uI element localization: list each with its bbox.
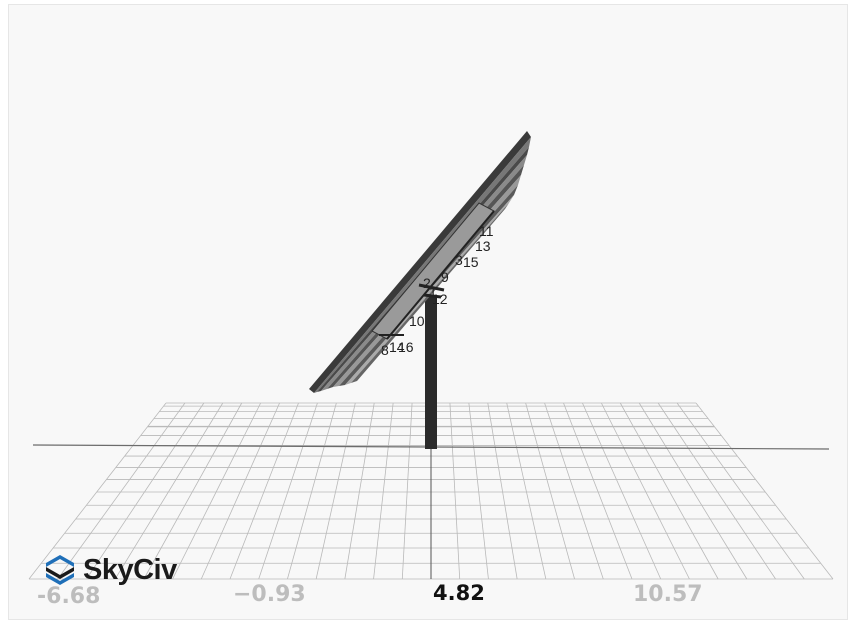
grid-line bbox=[373, 402, 394, 580]
skyciv-logo: SkyCiv bbox=[43, 553, 177, 587]
grid-line bbox=[506, 402, 547, 580]
grid-line bbox=[582, 402, 662, 580]
grid-line bbox=[258, 402, 318, 580]
grid-line bbox=[600, 402, 690, 580]
axis-tick-label-active: 4.82 bbox=[433, 581, 485, 605]
3d-model-viewport[interactable]: 11 13 3 15 9 2 1 12 10 8 14 16 -6.68 −0.… bbox=[8, 4, 848, 620]
node-label: 1 bbox=[429, 284, 437, 300]
model-scene[interactable]: 11 13 3 15 9 2 1 12 10 8 14 16 -6.68 −0.… bbox=[9, 5, 849, 621]
grid-line bbox=[114, 402, 224, 580]
grid-line bbox=[28, 402, 167, 580]
node-label: 10 bbox=[409, 313, 425, 329]
axis-tick-label: -6.68 bbox=[37, 584, 100, 609]
axis-tick-label: 10.57 bbox=[633, 582, 703, 607]
node-label: 13 bbox=[475, 238, 491, 254]
support-post[interactable] bbox=[425, 295, 437, 449]
grid-line bbox=[57, 402, 186, 580]
grid-line bbox=[315, 402, 356, 580]
node-label: 8 bbox=[381, 342, 389, 358]
grid-line bbox=[638, 402, 748, 580]
grid-line bbox=[676, 402, 805, 580]
grid-line bbox=[344, 402, 375, 580]
grid-line bbox=[657, 402, 776, 580]
solar-panel-array[interactable] bbox=[309, 131, 531, 393]
logo-text: SkyCiv bbox=[83, 553, 177, 586]
grid-line bbox=[468, 402, 489, 580]
grid-line bbox=[143, 402, 243, 580]
node-label: 3 bbox=[455, 252, 463, 268]
node-label: 14 bbox=[389, 339, 405, 355]
grid-line bbox=[544, 402, 604, 580]
node-label: 2 bbox=[423, 275, 431, 291]
grid-line bbox=[695, 402, 834, 580]
grid-line bbox=[487, 402, 518, 580]
node-label: 16 bbox=[398, 339, 414, 355]
grid-line bbox=[449, 402, 461, 580]
node-label: 12 bbox=[432, 291, 448, 307]
grid-line bbox=[172, 402, 262, 580]
grid-line bbox=[86, 402, 205, 580]
grid-line bbox=[525, 402, 575, 580]
skyciv-logo-icon bbox=[46, 555, 74, 585]
axis-tick-labels: -6.68 −0.93 4.82 10.57 bbox=[37, 581, 703, 609]
grid-line bbox=[200, 402, 280, 580]
grid-line bbox=[619, 402, 719, 580]
grid-line bbox=[287, 402, 337, 580]
node-label: 11 bbox=[479, 223, 494, 239]
grid-line bbox=[401, 402, 413, 580]
mounting-brackets[interactable] bbox=[371, 202, 495, 340]
axis-tick-label: −0.93 bbox=[233, 582, 306, 607]
grid-line bbox=[563, 402, 633, 580]
node-label: 15 bbox=[463, 254, 479, 270]
node-label: 9 bbox=[441, 269, 449, 285]
grid-line bbox=[229, 402, 299, 580]
node-labels: 11 13 3 15 9 2 1 12 10 8 14 16 bbox=[381, 223, 494, 358]
